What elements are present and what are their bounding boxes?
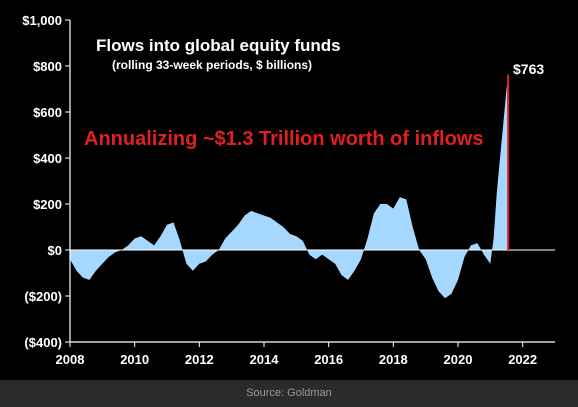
x-tick-label: 2014 (250, 352, 280, 367)
chart-subtitle: (rolling 33-week periods, $ billions) (112, 58, 312, 72)
x-tick-label: 2018 (379, 352, 408, 367)
y-tick-label: $200 (33, 197, 62, 212)
area-series (70, 74, 509, 299)
x-axis-ticks: 2008 2010 2012 2014 2016 2018 2020 2022 (56, 342, 537, 367)
chart-title: Flows into global equity funds (96, 36, 341, 55)
source-caption: Source: Goldman (246, 387, 332, 399)
y-tick-label: $0 (48, 243, 62, 258)
y-tick-label: ($400) (24, 335, 62, 350)
x-tick-label: 2022 (508, 352, 537, 367)
y-tick-label: $600 (33, 105, 62, 120)
chart-annotation: Annualizing ~$1.3 Trillion worth of infl… (84, 128, 483, 150)
chart-svg: $1,000 $800 $600 $400 $200 $0 ($200) ($400) 200… (22, 13, 555, 367)
x-tick-label: 2010 (120, 352, 149, 367)
area-fill (70, 74, 509, 299)
peak-value-label: $763 (513, 61, 544, 77)
y-tick-label: $1,000 (22, 13, 62, 28)
y-tick-label: $400 (33, 151, 62, 166)
y-tick-label: $800 (33, 59, 62, 74)
y-axis-ticks: $1,000 $800 $600 $400 $200 $0 ($200) ($400) (22, 13, 70, 350)
x-tick-label: 2016 (314, 352, 343, 367)
x-tick-label: 2012 (185, 352, 214, 367)
chart-frame: $1,000 $800 $600 $400 $200 $0 ($200) ($400) 200… (0, 0, 578, 380)
y-tick-label: ($200) (24, 289, 62, 304)
x-tick-label: 2008 (56, 352, 85, 367)
x-tick-label: 2020 (444, 352, 473, 367)
